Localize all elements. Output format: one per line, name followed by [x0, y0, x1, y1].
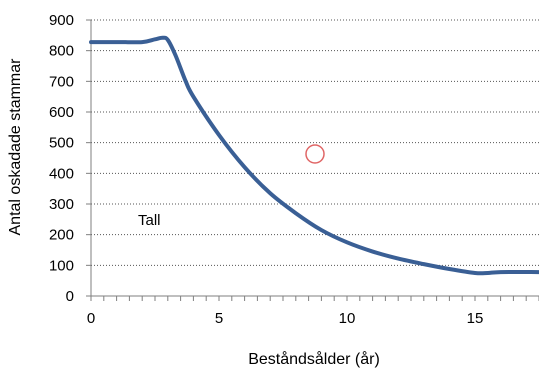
- y-tick-label-500: 500: [49, 135, 74, 152]
- y-tick-label-600: 600: [49, 104, 74, 121]
- tick-labels: 0 100 200 300 400 500 600 700 800 900 0 5 10 15: [49, 12, 483, 327]
- x-tick-label-10: 10: [339, 310, 356, 327]
- y-tick-label-0: 0: [66, 288, 74, 305]
- x-tick-label-0: 0: [87, 310, 95, 327]
- y-axis-title: Antal oskadade stammar: [7, 58, 24, 236]
- annotation-label: Tall: [138, 212, 161, 229]
- y-tick-label-900: 900: [49, 12, 74, 29]
- series-lines: [89, 35, 539, 276]
- marker-circle-0: [305, 144, 325, 164]
- y-tick-label-700: 700: [49, 73, 74, 90]
- y-tick-label-100: 100: [49, 257, 74, 274]
- x-axis-title: Beståndsålder (år): [248, 350, 380, 368]
- y-tick-label-200: 200: [49, 227, 74, 244]
- axes: [86, 19, 539, 301]
- x-tick-label-15: 15: [467, 310, 484, 327]
- y-tick-label-300: 300: [49, 196, 74, 213]
- y-tick-label-800: 800: [49, 43, 74, 60]
- series-line-0: [89, 35, 539, 276]
- y-tick-label-400: 400: [49, 165, 74, 182]
- x-tick-label-5: 5: [215, 310, 223, 327]
- markers: [305, 144, 325, 164]
